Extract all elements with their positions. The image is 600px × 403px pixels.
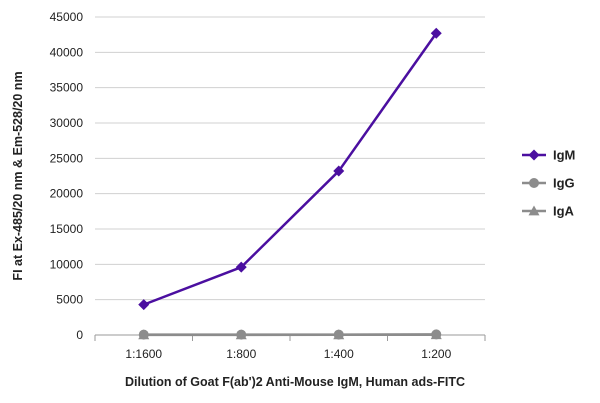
data-point [235,261,247,273]
x-tick-label: 1:400 [324,347,354,361]
y-tick-label: 30000 [50,116,84,130]
y-axis-ticks: 0 5000 10000 15000 20000 25000 30000 35000 40000… [50,10,84,342]
series-igg [138,329,442,340]
legend-swatch-marker [529,178,539,188]
data-point [333,329,344,340]
series-igm [138,27,442,311]
y-tick-label: 45000 [50,10,84,24]
x-axis-title: Dilution of Goat F(ab')2 Anti-Mouse IgM,… [125,375,465,389]
legend-label: IgG [553,176,575,191]
legend-label: IgA [553,204,575,219]
legend-swatch-marker [528,205,540,216]
legend: IgM IgG IgA [522,148,575,219]
y-tick-label: 20000 [50,187,84,201]
series-line [143,32,438,306]
legend-item-iga: IgA [522,204,575,219]
x-axis-ticks: 1:1600 1:800 1:400 1:200 [94,335,486,361]
data-point [138,329,149,340]
legend-label: IgM [553,148,575,163]
data-point [430,27,442,39]
series-group [138,27,442,340]
data-point [333,165,345,177]
y-axis-title: FI at Ex-485/20 nm & Em-528/20 nm [11,71,25,280]
legend-item-igm: IgM [522,148,575,163]
y-tick-label: 25000 [50,151,84,165]
gridlines [95,16,485,301]
legend-swatch-marker [528,149,540,161]
data-point [236,329,247,340]
data-point [431,329,442,340]
y-tick-label: 15000 [50,222,84,236]
legend-item-igg: IgG [522,176,575,191]
y-tick-label: 10000 [50,257,84,271]
x-tick-label: 1:200 [421,347,451,361]
y-tick-label: 5000 [56,293,83,307]
data-point [138,299,150,311]
y-tick-label: 40000 [50,45,84,59]
x-tick-label: 1:1600 [125,347,162,361]
y-tick-label: 0 [76,328,83,342]
x-tick-label: 1:800 [226,347,256,361]
y-tick-label: 35000 [50,81,84,95]
